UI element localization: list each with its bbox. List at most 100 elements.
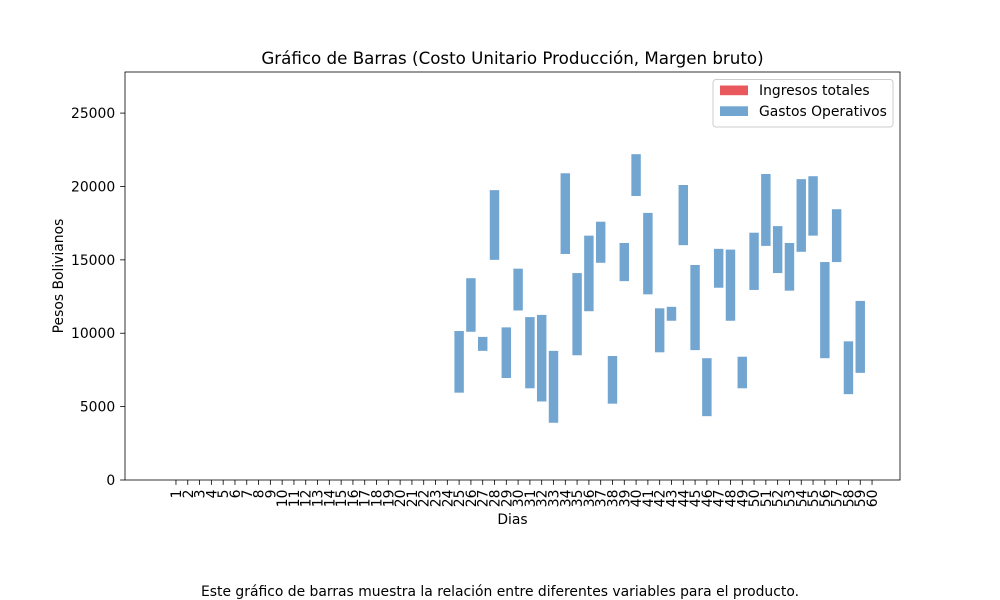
x-tick-label: 1 [169,490,185,499]
x-tick-label: 51 [759,490,775,508]
chart-caption: Este gráfico de barras muestra la relaci… [201,584,799,600]
x-tick-label: 20 [393,490,409,508]
bar-gastos-operativos-dia-49 [737,356,747,389]
x-tick-label: 47 [712,490,728,508]
x-tick-label: 15 [334,490,350,508]
bar-gastos-operativos-dia-44 [678,185,688,246]
x-tick-label: 28 [488,490,504,508]
x-tick-label: 21 [405,490,421,508]
bar-gastos-operativos-dia-32 [536,314,547,402]
bar-gastos-operativos-dia-38 [607,355,618,404]
legend-swatch-ingresos-totales [720,85,748,96]
bar-gastos-operativos-dia-29 [501,327,512,378]
x-tick-label: 31 [523,490,539,508]
x-tick-label: 33 [546,490,562,508]
y-axis-label: Pesos Bolivianos [51,219,67,334]
bar-gastos-operativos-dia-30 [513,268,523,311]
legend-label-gastos-operativos: Gastos Operativos [759,104,887,120]
bar-gastos-operativos-dia-59 [855,300,865,373]
x-tick-label: 3 [193,490,209,499]
y-tick-label: 5000 [80,400,115,416]
x-tick-label: 18 [370,490,386,508]
bar-gastos-operativos-dia-57 [831,209,842,263]
x-tick-label: 53 [782,490,798,508]
bars-layer [454,154,865,423]
bar-gastos-operativos-dia-51 [761,174,771,246]
x-tick-label: 16 [346,490,362,508]
bar-gastos-operativos-dia-36 [584,235,594,312]
bar-gastos-operativos-dia-45 [690,264,700,351]
bar-gastos-operativos-dia-52 [772,226,783,274]
x-tick-label: 48 [723,490,739,508]
x-tick-label: 4 [204,489,220,498]
x-tick-label: 17 [358,490,374,508]
x-tick-label: 49 [735,490,751,508]
x-tick-label: 40 [629,490,645,508]
x-tick-label: 12 [299,490,315,508]
legend: Ingresos totales Gastos Operativos [712,79,894,128]
x-tick-label: 54 [794,489,810,507]
x-tick-label: 10 [275,490,291,508]
bar-gastos-operativos-dia-42 [654,308,665,353]
x-tick-label: 24 [440,489,456,507]
x-tick-label: 60 [865,490,881,508]
legend-swatch-gastos-operativos [720,106,748,116]
x-tick-label: 23 [429,490,445,508]
x-tick-label: 32 [535,490,551,508]
x-tick-label: 44 [676,489,692,507]
bar-gastos-operativos-dia-43 [666,306,677,321]
bar-gastos-operativos-dia-27 [477,336,488,351]
x-tick-label: 22 [417,490,433,508]
x-tick-label: 34 [558,489,574,507]
x-tick-label: 46 [700,490,716,508]
bar-gastos-operativos-dia-40 [631,154,641,197]
x-tick-label: 9 [263,490,279,499]
bar-gastos-operativos-dia-53 [784,242,795,291]
x-tick-label: 8 [252,490,268,499]
y-tick-label: 10000 [71,326,115,342]
x-tick-label: 13 [311,490,327,508]
x-tick-label: 29 [499,490,515,508]
bar-gastos-operativos-dia-26 [466,278,476,332]
x-tick-label: 35 [570,490,586,508]
x-tick-label: 5 [216,490,232,499]
bar-gastos-operativos-dia-54 [796,179,806,252]
x-axis: 1234567891011121314151617181920212223242… [169,480,881,507]
plot-area-frame [124,71,901,481]
x-tick-label: 39 [617,490,633,508]
chart-title: Gráfico de Barras (Costo Unitario Produc… [261,48,763,68]
x-axis-label: Dias [497,512,527,528]
x-tick-label: 26 [464,490,480,508]
bar-gastos-operativos-dia-37 [595,221,606,263]
bar-gastos-operativos-dia-55 [808,176,818,236]
bar-gastos-operativos-dia-56 [820,262,830,359]
series-gastos-operativos [454,154,865,423]
x-tick-label: 45 [688,490,704,508]
x-tick-label: 50 [747,490,763,508]
x-tick-label: 14 [322,489,338,507]
plot-area [125,72,900,480]
bar-gastos-operativos-dia-47 [713,248,724,288]
x-tick-label: 56 [818,490,834,508]
x-tick-label: 55 [806,490,822,508]
x-tick-label: 25 [452,490,468,508]
x-tick-label: 57 [830,490,846,508]
bar-gastos-operativos-dia-39 [619,242,630,282]
x-tick-label: 58 [841,490,857,508]
x-tick-label: 7 [240,490,256,499]
y-tick-label: 25000 [71,106,115,122]
bar-gastos-operativos-dia-35 [572,273,582,356]
bar-gastos-operativos-dia-50 [749,232,759,290]
x-tick-label: 37 [594,490,610,508]
y-tick-label: 20000 [71,179,115,195]
x-tick-label: 38 [605,490,621,508]
bar-gastos-operativos-dia-33 [548,350,559,423]
bar-gastos-operativos-dia-31 [525,317,535,389]
legend-frame [712,79,894,128]
x-tick-label: 2 [181,490,197,499]
x-tick-label: 52 [771,490,787,508]
bar-gastos-operativos-dia-34 [560,173,571,254]
y-axis: 0 5000 10000 15000 20000 25000 [71,106,125,489]
x-tick-label: 6 [228,490,244,499]
